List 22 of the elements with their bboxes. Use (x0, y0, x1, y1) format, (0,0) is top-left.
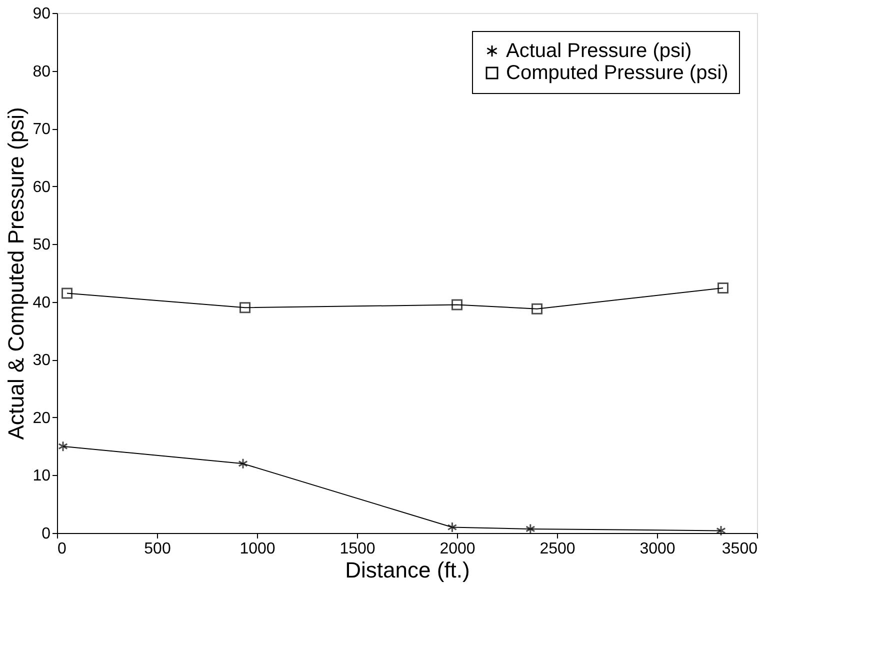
y-tick-label: 90 (32, 6, 51, 22)
y-tick-label: 80 (32, 63, 51, 80)
x-axis-title: Distance (ft.) (345, 558, 470, 582)
x-tick-label: 3000 (640, 540, 676, 558)
y-tick-label: 0 (42, 526, 51, 542)
x-tick-label: 500 (144, 540, 171, 558)
y-tick-label: 70 (32, 121, 51, 138)
x-tick-label: 0 (58, 540, 66, 558)
y-tick-label: 40 (32, 294, 51, 312)
y-tick-label: 60 (32, 178, 51, 196)
y-tick-label: 10 (32, 468, 51, 485)
y-axis-title: Actual & Computed Pressure (psi) (4, 107, 29, 440)
legend-label: Actual Pressure (psi) (506, 40, 692, 62)
y-tick-label: 20 (32, 410, 51, 427)
y-tick-label: 30 (32, 352, 51, 370)
x-tick-label: 2500 (540, 540, 576, 558)
y-tick-label: 50 (32, 236, 51, 254)
x-tick-label: 2000 (440, 540, 476, 558)
x-tick-label: 1000 (240, 540, 276, 558)
x-tick-label: 1500 (340, 540, 376, 558)
x-tick-label: 3500 (722, 540, 758, 558)
legend-label: Computed Pressure (psi) (506, 62, 728, 84)
